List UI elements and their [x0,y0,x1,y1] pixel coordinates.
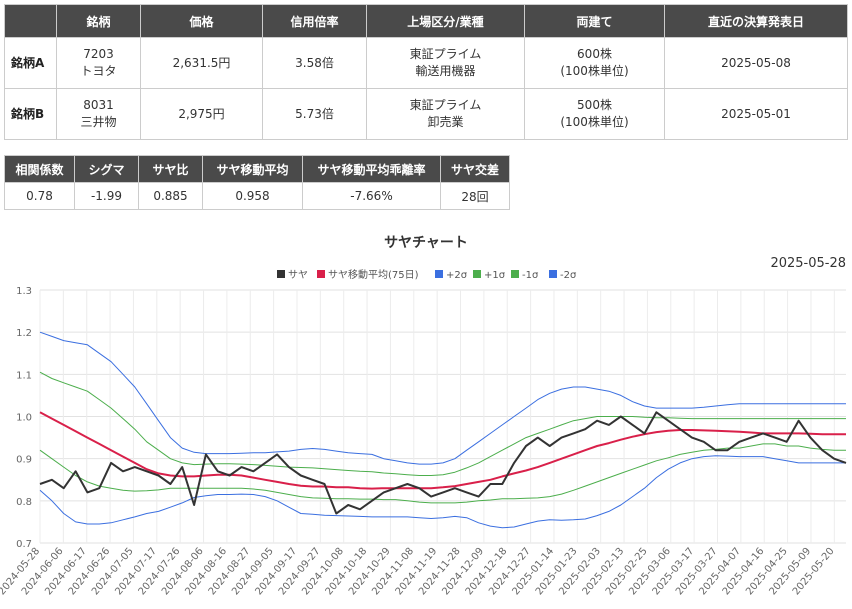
chart-legend: サヤ サヤ移動平均(75日) +2σ +1σ -1σ -2σ [277,268,577,281]
chart-series [39,331,847,529]
shares: 500株 [577,98,612,112]
market-cell: 東証プライム 卸売業 [366,88,525,140]
legend-label[interactable]: -2σ [560,270,577,281]
series-line-0 [39,411,847,515]
legend-swatch[interactable] [511,270,519,278]
ma-deviation-value: -7.66% [302,182,441,210]
series-line-3 [39,371,846,476]
legend-swatch[interactable] [473,270,481,278]
stock-comparison-table: 銘柄 価格 信用倍率 上場区分/業種 両建て 直近の決算発表日 銘柄A 7203… [4,4,848,140]
hedge-cell: 500株 (100株単位) [524,88,665,140]
spread-stats-table: 相関係数 シグマ サヤ比 サヤ移動平均 サヤ移動平均乖離率 サヤ交差 0.78 … [4,155,510,210]
header-correlation: 相関係数 [4,155,75,183]
y-tick-label: 1.3 [16,286,32,297]
legend-swatch[interactable] [317,270,325,278]
spread-ratio-value: 0.885 [138,182,203,210]
industry-name: 卸売業 [427,115,464,129]
market-cell: 東証プライム 輸送用機器 [366,37,525,89]
table-row: 銘柄A 7203 トヨタ 2,631.5円 3.58倍 東証プライム 輸送用機器 6… [4,37,848,89]
y-tick-label: 0.9 [16,455,32,466]
unit: (100株単位) [560,64,629,78]
table-row: 銘柄B 8031 三井物 2,975円 5.73倍 東証プライム 卸売業 500株 (… [4,88,848,140]
header-cross-count: サヤ交差 [440,155,510,183]
earnings-date-cell: 2025-05-01 [664,88,848,140]
header-price: 価格 [140,4,263,38]
header-market-industry: 上場区分/業種 [366,4,525,38]
y-tick-label: 1.1 [16,370,32,381]
x-axis: 2024-05-282024-06-062024-06-172024-06-26… [0,546,837,598]
header-ma-deviation: サヤ移動平均乖離率 [302,155,441,183]
legend-label[interactable]: +1σ [484,270,506,281]
legend-label[interactable]: サヤ [288,269,308,281]
legend-swatch[interactable] [549,270,557,278]
series-line-5 [39,455,846,529]
market-name: 東証プライム [409,47,482,61]
legend-label[interactable]: +2σ [446,270,468,281]
price-cell: 2,975円 [140,88,263,140]
stock-code: 7203 [83,47,114,61]
sigma-value: -1.99 [74,182,139,210]
shares: 600株 [577,47,612,61]
header-earnings-date: 直近の決算発表日 [664,4,848,38]
header-sigma: シグマ [74,155,139,183]
cross-count-value: 28回 [440,182,510,210]
industry-name: 輸送用機器 [415,64,476,78]
chart-grid [39,289,846,544]
stats-header-row: 相関係数 シグマ サヤ比 サヤ移動平均 サヤ移動平均乖離率 サヤ交差 [4,155,510,183]
header-hedge: 両建て [524,4,665,38]
stock-table-header-row: 銘柄 価格 信用倍率 上場区分/業種 両建て 直近の決算発表日 [4,4,848,38]
legend-swatch[interactable] [435,270,443,278]
spread-ma-value: 0.958 [202,182,303,210]
y-tick-label: 1.2 [16,328,32,339]
row-label: 銘柄B [4,88,57,140]
legend-swatch[interactable] [277,270,285,278]
stock-name: 三井物 [80,115,117,129]
header-spread-ma: サヤ移動平均 [202,155,303,183]
y-axis: 0.7 0.8 0.9 1.0 1.1 1.2 1.3 [16,286,32,550]
series-line-1 [39,411,846,490]
unit: (100株単位) [560,115,629,129]
y-tick-label: 0.8 [16,497,32,508]
market-name: 東証プライム [409,98,482,112]
margin-ratio-cell: 3.58倍 [262,37,367,89]
stats-value-row: 0.78 -1.99 0.885 0.958 -7.66% 28回 [4,182,510,210]
margin-ratio-cell: 5.73倍 [262,88,367,140]
y-tick-label: 0.7 [16,539,32,550]
series-line-4 [39,443,846,504]
stock-cell[interactable]: 7203 トヨタ [56,37,141,89]
header-stock: 銘柄 [56,4,141,38]
hedge-cell: 600株 (100株単位) [524,37,665,89]
chart-title: サヤチャート [384,235,468,251]
spread-chart: サヤチャート 2025-05-28 サヤ サヤ移動平均(75日) +2σ +1σ -1σ… [0,225,852,609]
chart-date: 2025-05-28 [770,256,846,271]
header-blank [4,4,57,38]
correlation-value: 0.78 [4,182,75,210]
header-spread-ratio: サヤ比 [138,155,203,183]
series-line-2 [39,331,846,465]
stock-name: トヨタ [80,64,117,78]
price-cell: 2,631.5円 [140,37,263,89]
stock-code: 8031 [83,98,114,112]
row-label: 銘柄A [4,37,57,89]
header-margin-ratio: 信用倍率 [262,4,367,38]
y-tick-label: 1.0 [16,413,32,424]
legend-label[interactable]: -1σ [522,270,539,281]
earnings-date-cell: 2025-05-08 [664,37,848,89]
legend-label[interactable]: サヤ移動平均(75日) [328,268,419,281]
chart-canvas: サヤチャート 2025-05-28 サヤ サヤ移動平均(75日) +2σ +1σ -1σ… [0,235,847,598]
stock-cell[interactable]: 8031 三井物 [56,88,141,140]
